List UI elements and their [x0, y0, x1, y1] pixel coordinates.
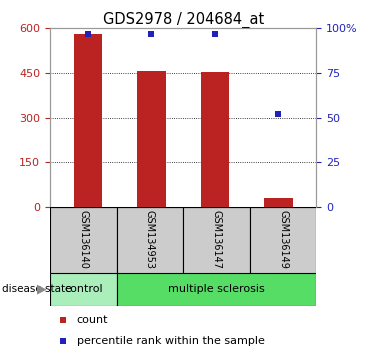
Text: count: count [77, 315, 108, 325]
Point [275, 111, 281, 117]
Text: GSM136149: GSM136149 [278, 210, 288, 269]
Point [60, 338, 66, 343]
Bar [183, 207, 250, 273]
Text: disease state: disease state [2, 284, 71, 295]
Bar [117, 273, 316, 306]
Bar [201, 72, 229, 207]
Point [85, 31, 91, 36]
Bar [50, 273, 117, 306]
Bar [50, 207, 117, 273]
Text: GSM136140: GSM136140 [78, 210, 88, 269]
Point [60, 317, 66, 322]
Text: GSM136147: GSM136147 [211, 210, 222, 269]
Bar [117, 207, 183, 273]
Bar [264, 198, 293, 207]
Bar [250, 207, 316, 273]
Title: GDS2978 / 204684_at: GDS2978 / 204684_at [102, 12, 264, 28]
Point [148, 31, 154, 36]
Text: control: control [64, 284, 102, 295]
Text: multiple sclerosis: multiple sclerosis [168, 284, 265, 295]
Bar [137, 71, 166, 207]
Point [212, 31, 218, 36]
Text: percentile rank within the sample: percentile rank within the sample [77, 336, 265, 346]
Bar [74, 34, 102, 207]
Text: GSM134953: GSM134953 [145, 210, 155, 269]
Text: ▶: ▶ [37, 283, 46, 296]
